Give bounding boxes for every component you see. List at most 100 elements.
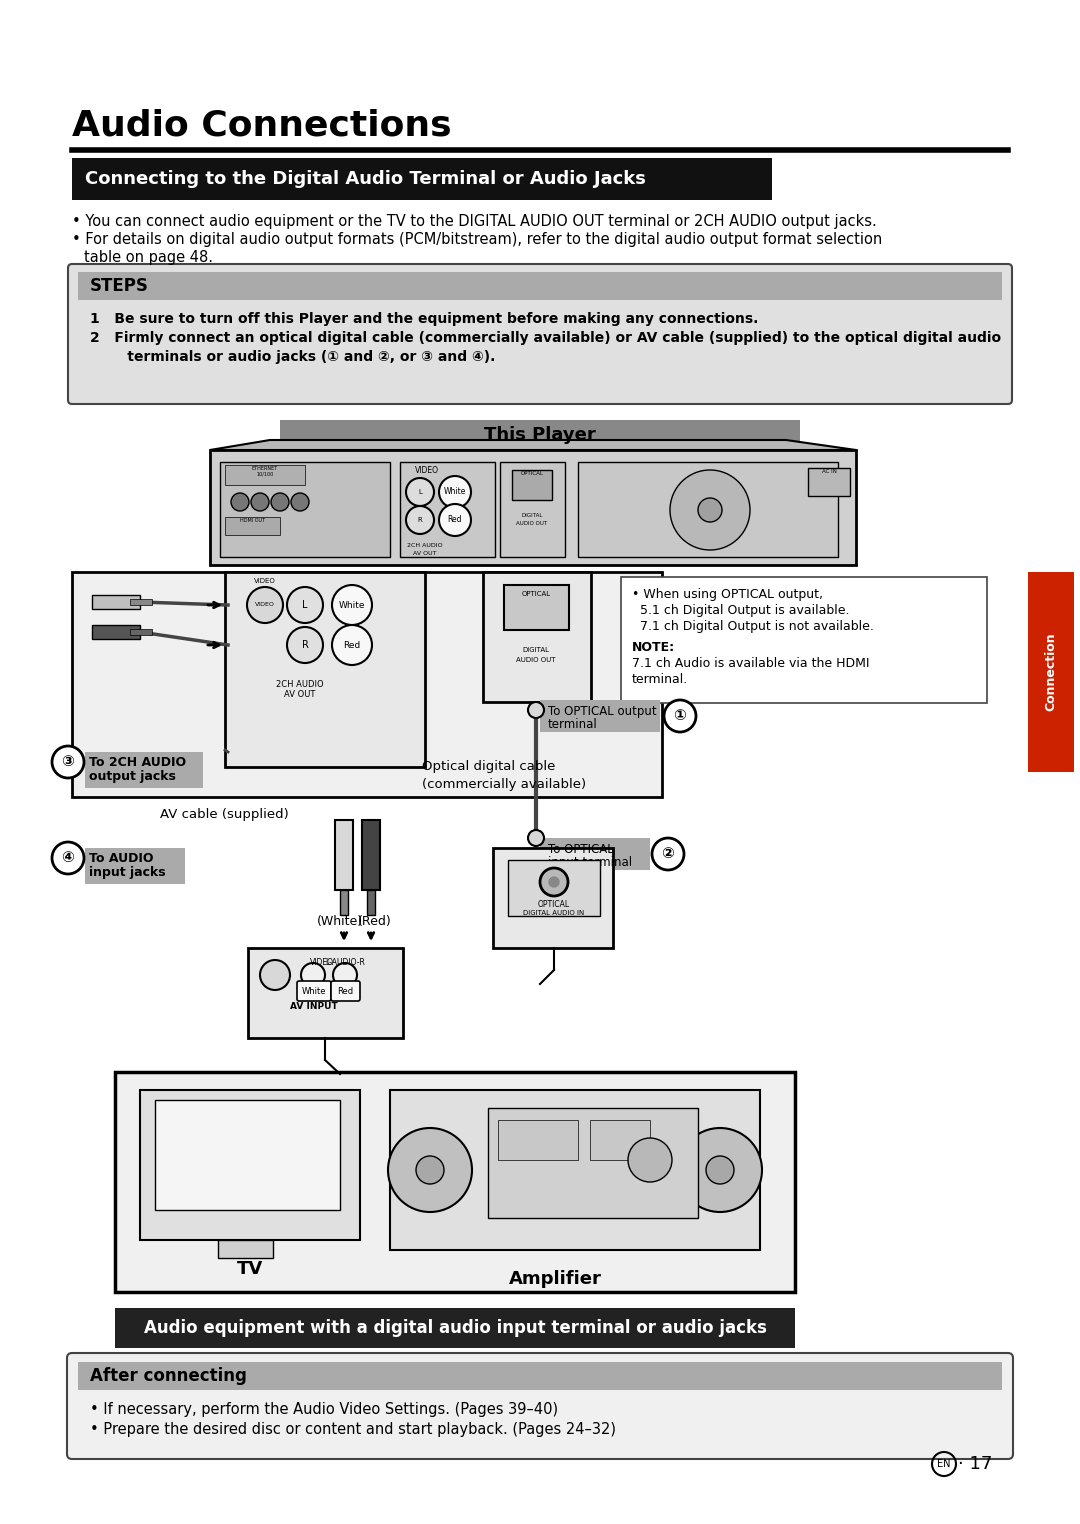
Circle shape: [438, 475, 471, 507]
Bar: [156, 1100, 340, 1210]
Bar: [512, 469, 552, 500]
Bar: [390, 1090, 760, 1250]
Bar: [504, 585, 569, 629]
Text: Audio equipment with a digital audio input terminal or audio jacks: Audio equipment with a digital audio inp…: [144, 1318, 767, 1337]
Text: ①: ①: [674, 709, 687, 724]
Bar: [78, 271, 1002, 300]
Bar: [500, 462, 565, 556]
Text: DIGITAL AUDIO IN: DIGITAL AUDIO IN: [524, 910, 584, 916]
Circle shape: [438, 504, 471, 536]
Circle shape: [287, 626, 323, 663]
Circle shape: [664, 700, 696, 732]
Text: 2   Firmly connect an optical digital cable (commercially available) or AV cable: 2 Firmly connect an optical digital cabl…: [90, 331, 1001, 344]
Bar: [140, 1090, 360, 1241]
Circle shape: [652, 838, 684, 870]
Text: NOTE:: NOTE:: [632, 642, 675, 654]
Bar: [114, 1308, 795, 1349]
Text: OPTICAL: OPTICAL: [522, 591, 551, 597]
Text: · 17: · 17: [958, 1455, 993, 1474]
Text: Red: Red: [337, 986, 353, 995]
Bar: [78, 1362, 1002, 1390]
Circle shape: [247, 587, 283, 623]
Bar: [114, 1071, 795, 1292]
Text: VIDEO: VIDEO: [310, 959, 334, 968]
Text: AC IN: AC IN: [822, 469, 836, 474]
Circle shape: [52, 747, 84, 777]
Text: AV INPUT: AV INPUT: [291, 1001, 338, 1010]
Text: • When using OPTICAL output,: • When using OPTICAL output,: [632, 588, 823, 600]
Text: ④: ④: [62, 850, 75, 866]
FancyBboxPatch shape: [297, 981, 330, 1001]
Text: Red: Red: [343, 640, 361, 649]
Text: DIGITAL: DIGITAL: [522, 514, 542, 518]
Circle shape: [332, 585, 372, 625]
Text: Red: Red: [448, 515, 462, 524]
Text: terminal: terminal: [548, 718, 597, 732]
Circle shape: [52, 841, 84, 873]
Circle shape: [388, 1128, 472, 1212]
Text: R: R: [418, 517, 422, 523]
Circle shape: [260, 960, 291, 991]
Text: 7.1 ch Audio is available via the HDMI: 7.1 ch Audio is available via the HDMI: [632, 657, 869, 671]
Text: VIDEO: VIDEO: [254, 578, 275, 584]
Bar: [218, 1241, 273, 1257]
Text: To OPTICAL output: To OPTICAL output: [548, 706, 657, 718]
Bar: [540, 838, 650, 870]
Text: VIDEO: VIDEO: [255, 602, 275, 608]
Text: Connecting to the Digital Audio Terminal or Audio Jacks: Connecting to the Digital Audio Terminal…: [85, 171, 646, 187]
Bar: [483, 572, 591, 703]
Text: • You can connect audio equipment or the TV to the DIGITAL AUDIO OUT terminal or: • You can connect audio equipment or the…: [72, 213, 877, 229]
Text: • If necessary, perform the Audio Video Settings. (Pages 39–40): • If necessary, perform the Audio Video …: [90, 1402, 558, 1417]
Text: L: L: [418, 489, 422, 495]
Circle shape: [333, 963, 357, 988]
FancyBboxPatch shape: [330, 981, 360, 1001]
Circle shape: [406, 506, 434, 533]
Text: This Player: This Player: [484, 427, 596, 443]
FancyBboxPatch shape: [67, 1353, 1013, 1458]
Bar: [130, 599, 152, 605]
Text: ③: ③: [62, 754, 75, 770]
Bar: [72, 572, 662, 797]
FancyBboxPatch shape: [68, 264, 1012, 404]
Bar: [498, 1120, 578, 1160]
Circle shape: [287, 587, 323, 623]
Text: AV OUT: AV OUT: [284, 690, 315, 700]
Text: OPTICAL: OPTICAL: [521, 471, 543, 475]
Text: To OPTICAL: To OPTICAL: [548, 843, 613, 856]
Text: (commercially available): (commercially available): [422, 777, 586, 791]
Text: ETHERNET
10/100: ETHERNET 10/100: [252, 466, 279, 477]
Circle shape: [549, 876, 559, 887]
Circle shape: [332, 625, 372, 664]
Text: L-AUDIO-R: L-AUDIO-R: [325, 959, 365, 968]
Circle shape: [291, 492, 309, 511]
Text: 5.1 ch Digital Output is available.: 5.1 ch Digital Output is available.: [632, 604, 850, 617]
Bar: [340, 890, 348, 914]
Text: AV cable (supplied): AV cable (supplied): [160, 808, 288, 821]
Bar: [85, 847, 185, 884]
Text: terminal.: terminal.: [632, 674, 688, 686]
Text: table on page 48.: table on page 48.: [84, 250, 213, 265]
FancyBboxPatch shape: [508, 860, 600, 916]
Bar: [578, 462, 838, 556]
Circle shape: [528, 703, 544, 718]
Text: HDMI OUT: HDMI OUT: [240, 518, 265, 523]
Text: To AUDIO: To AUDIO: [89, 852, 153, 866]
Circle shape: [301, 963, 325, 988]
Circle shape: [698, 498, 723, 523]
Bar: [225, 572, 426, 767]
Bar: [362, 820, 380, 890]
Text: 2CH AUDIO: 2CH AUDIO: [407, 543, 443, 549]
Polygon shape: [210, 440, 856, 450]
Text: input terminal: input terminal: [548, 856, 632, 869]
Text: Audio Connections: Audio Connections: [72, 108, 451, 142]
Bar: [335, 820, 353, 890]
Circle shape: [231, 492, 249, 511]
Text: (Red): (Red): [359, 914, 392, 928]
Text: R: R: [301, 640, 309, 651]
Bar: [492, 847, 613, 948]
Bar: [540, 700, 660, 732]
Bar: [85, 751, 203, 788]
Bar: [225, 517, 280, 535]
Text: L: L: [302, 600, 308, 610]
Text: White: White: [444, 488, 467, 497]
